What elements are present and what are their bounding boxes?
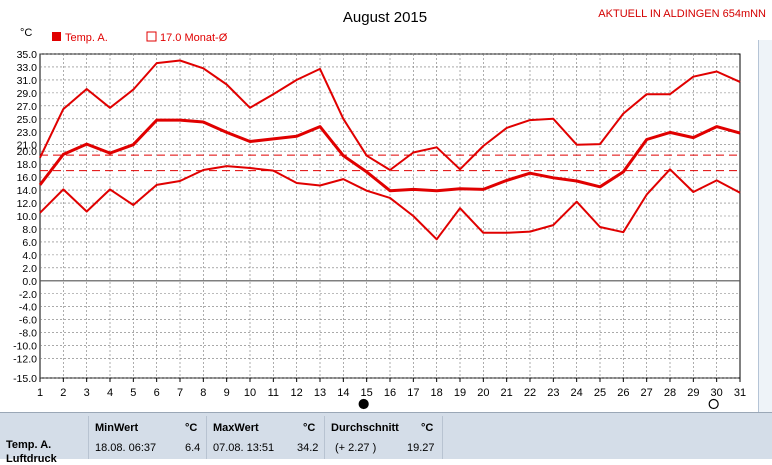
x-tick-label: 27 [641, 387, 653, 399]
full-moon-icon [708, 398, 719, 410]
y-tick-label: 2.0 [22, 263, 37, 275]
legend-series-label: Temp. A. [65, 32, 108, 44]
max-time: 07.08. 13:51 [213, 442, 275, 454]
avg-header: Durchschnitt [331, 422, 399, 434]
side-panel-edge [758, 40, 772, 412]
y-tick-label: 23.0 [17, 127, 38, 139]
y-tick-label: 21.0 [17, 140, 38, 152]
min-header: MinWert [95, 422, 139, 434]
avg-unit: °C [421, 422, 434, 434]
x-tick-label: 22 [524, 387, 536, 399]
chart-title: August 2015 [343, 9, 427, 26]
x-tick-label: 25 [594, 387, 606, 399]
stats-next-row-label: Luftdruck [6, 453, 57, 465]
x-tick-label: 20 [477, 387, 489, 399]
x-tick-label: 23 [547, 387, 559, 399]
y-tick-label: 14.0 [17, 185, 38, 197]
max-unit: °C [303, 422, 316, 434]
y-tick-label: 20.0 [17, 146, 38, 158]
x-tick-label: 31 [734, 387, 746, 399]
y-tick-label: -10.0 [13, 341, 37, 353]
x-tick-label: 13 [314, 387, 326, 399]
series-line-max [39, 59, 741, 171]
station-label: AKTUELL IN ALDINGEN 654mNN [598, 8, 766, 20]
x-tick-label: 24 [571, 387, 583, 399]
x-tick-label: 12 [291, 387, 303, 399]
y-unit-label: °C [20, 27, 32, 39]
y-tick-label: 0.0 [22, 276, 37, 288]
avg-delta: (+ 2.27 ) [335, 442, 377, 454]
new-moon-icon [358, 398, 369, 410]
min-value: 6.4 [185, 442, 201, 454]
x-tick-label: 5 [130, 387, 136, 399]
min-cell: MinWert °C 18.08. 06:37 6.4 [88, 416, 205, 459]
y-tick-label: -12.0 [13, 354, 37, 366]
x-tick-label: 18 [431, 387, 443, 399]
chart-canvas: August 2015 AKTUELL IN ALDINGEN 654mNN °… [13, 8, 766, 410]
x-tick-label: 4 [107, 387, 113, 399]
x-tick-label: 11 [268, 387, 279, 399]
avg-cell: Durchschnitt °C (+ 2.27 ) 19.27 [324, 416, 441, 459]
y-tick-label: 35.0 [17, 49, 38, 61]
y-tick-label: 29.0 [17, 88, 38, 100]
max-value: 34.2 [297, 442, 319, 454]
y-tick-label: 31.0 [17, 75, 38, 87]
y-tick-label: -4.0 [19, 302, 37, 314]
x-tick-label: 8 [200, 387, 206, 399]
stats-row-label: Temp. A. [6, 439, 52, 451]
x-tick-label: 10 [244, 387, 256, 399]
y-tick-label: 4.0 [22, 250, 37, 262]
x-tick-label: 1 [37, 387, 43, 399]
y-tick-label: 8.0 [22, 224, 37, 236]
y-tick-label: 10.0 [17, 211, 38, 223]
x-tick-label: 14 [337, 387, 349, 399]
x-tick-label: 19 [454, 387, 466, 399]
temperature-chart: August 2015 AKTUELL IN ALDINGEN 654mNN °… [13, 8, 766, 410]
y-tick-label: 18.0 [17, 159, 38, 171]
x-tick-label: 15 [361, 387, 373, 399]
max-cell: MaxWert °C 07.08. 13:51 34.2 [206, 416, 323, 459]
y-tick-label: 6.0 [22, 237, 37, 249]
x-tick-label: 28 [664, 387, 676, 399]
x-tick-label: 2 [60, 387, 66, 399]
empty-cell [442, 416, 757, 459]
legend-swatch-outline [146, 31, 157, 42]
y-tick-label: 12.0 [17, 198, 38, 210]
series-line-mean [38, 118, 741, 193]
stats-panel: Temp. A. Luftdruck MinWert °C 18.08. 06:… [0, 412, 772, 465]
min-time: 18.08. 06:37 [95, 442, 157, 454]
x-tick-label: 26 [617, 387, 629, 399]
y-tick-label: -8.0 [19, 328, 37, 340]
x-tick-label: 17 [407, 387, 419, 399]
y-tick-label: 33.0 [17, 62, 38, 74]
y-tick-label: -6.0 [19, 315, 37, 327]
x-tick-label: 3 [84, 387, 90, 399]
x-tick-label: 29 [687, 387, 699, 399]
y-tick-label: 16.0 [17, 172, 38, 184]
x-tick-label: 9 [224, 387, 230, 399]
x-tick-label: 21 [501, 387, 513, 399]
avg-value: 19.27 [407, 442, 435, 454]
x-tick-label: 16 [384, 387, 396, 399]
y-tick-label: -2.0 [19, 289, 37, 301]
legend-avg-label: 17.0 Monat-Ø [160, 32, 228, 44]
min-unit: °C [185, 422, 198, 434]
legend-swatch-filled [52, 32, 61, 41]
x-tick-label: 6 [154, 387, 160, 399]
y-tick-label: 27.0 [17, 101, 38, 113]
x-tick-label: 30 [711, 387, 723, 399]
max-header: MaxWert [213, 422, 259, 434]
y-tick-label: -15.0 [13, 373, 37, 385]
series-line-min [39, 165, 741, 241]
x-tick-label: 7 [177, 387, 183, 399]
y-tick-label: 25.0 [17, 114, 38, 126]
